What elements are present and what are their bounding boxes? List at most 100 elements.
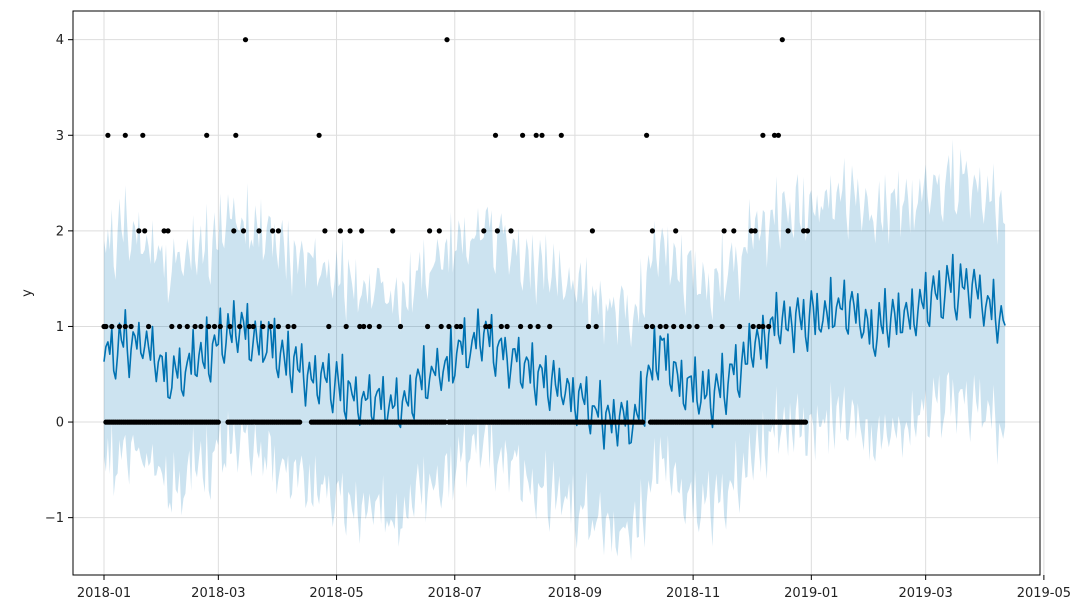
observed-point [483,323,489,330]
forecast-line [103,253,1006,450]
x-tick-label: 2018-07 [428,586,482,601]
observed-point [766,323,772,330]
observed-point [337,228,343,234]
observed-point [140,132,146,138]
observed-point [731,228,737,234]
observed-point [442,419,448,425]
observed-point [589,228,596,234]
observed-point [508,228,514,234]
observed-point [644,132,650,138]
observed-point [804,228,811,234]
observed-point [103,323,109,330]
observed-point [146,323,152,330]
x-tick-label: 2018-09 [548,586,602,601]
observed-point [291,323,297,330]
x-gridlines [103,11,1045,575]
x-tick-label: 2018-05 [309,586,363,601]
observed-point [242,37,249,43]
observed-point [547,323,553,330]
observed-point [206,323,212,330]
observed-point [347,228,353,234]
observed-point [109,323,115,330]
observed-point [752,228,758,234]
y-axis-label: y [20,289,35,297]
observed-point [673,228,679,234]
observed-point [237,323,243,330]
observed-point [217,323,223,330]
observed-point [504,323,510,330]
observed-point [748,228,754,234]
observed-point [233,132,239,138]
observed-point [192,323,198,330]
x-tick-label: 2019-05 [1017,586,1071,601]
observed-point [721,228,727,234]
x-tick-label: 2018-11 [666,586,720,601]
observed-point [785,228,791,234]
observed-point [198,323,204,330]
observed-point [326,323,332,330]
observed-point [275,323,281,330]
observed-point [494,228,500,234]
y-tick-label: 4 [56,33,64,48]
observed-point [533,132,539,138]
observed-point [285,323,291,330]
observed-point [204,132,210,138]
observed-point [535,323,541,330]
observed-point [737,323,743,330]
observed-point [649,323,656,330]
observed-point [444,37,450,43]
observed-points [101,37,811,425]
y-tick-label: 0 [56,416,64,431]
observed-point [390,228,396,234]
observed-point [427,228,433,234]
observed-point [663,323,669,330]
observed-point [246,323,252,330]
x-tick-label: 2018-03 [191,586,245,601]
observed-point [487,323,493,330]
observed-point [454,323,460,330]
observed-point [359,228,365,234]
observed-point [122,132,128,138]
observed-point [366,323,373,330]
observed-point [436,228,442,234]
observed-point [585,323,592,330]
observed-point [446,323,452,330]
observed-point [184,323,190,330]
observed-point [357,323,363,330]
observed-point [270,228,276,234]
observed-point [802,419,809,425]
observed-point [678,323,685,330]
observed-point [750,323,756,330]
observed-point [458,323,464,330]
x-axis-ticks: 2018-01 2018-03 2018-05 2018-07 2018-09 2018-… [77,575,1071,601]
observed-point [671,323,677,330]
y-axis-ticks: −1 0 1 2 3 4 [45,33,73,526]
observed-point [128,323,134,330]
observed-point [593,323,599,330]
observed-point [640,419,646,425]
x-tick-label: 2019-01 [784,586,838,601]
observed-point [316,132,322,138]
observed-point [116,323,123,330]
observed-point [527,323,533,330]
observed-point [397,323,404,330]
observed-point [558,132,564,138]
observed-point [231,228,237,234]
observed-point [657,323,663,330]
observed-point [136,228,142,234]
observed-point [361,323,367,330]
observed-point [275,228,281,234]
observed-point [520,132,526,138]
observed-point [250,323,256,330]
y-tick-label: −1 [45,511,64,526]
observed-point [694,323,700,330]
observed-point [438,323,444,330]
observed-point [268,323,274,330]
uncertainty-band [104,139,1006,561]
observed-point [211,323,218,330]
observed-point [177,323,183,330]
observed-point [518,323,524,330]
x-tick-label: 2018-01 [77,586,131,601]
observed-point [686,323,692,330]
